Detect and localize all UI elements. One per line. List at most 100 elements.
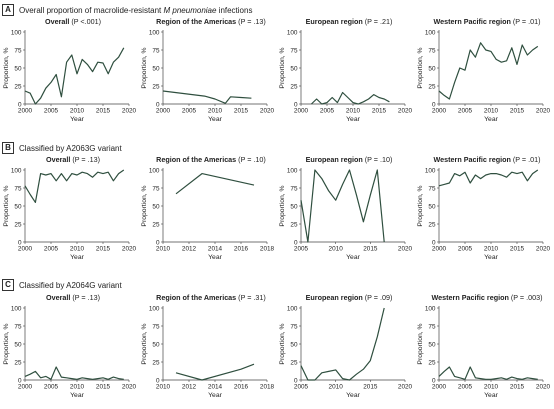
x-tick-label: 2018 xyxy=(260,384,275,391)
y-axis-label: Proportion, % xyxy=(417,47,424,88)
x-tick-label: 2005 xyxy=(44,384,59,391)
x-tick-label: 2015 xyxy=(510,246,525,253)
chart-panel: European region (P = .09) 0 25 50 75 100 2005 2… xyxy=(279,293,413,399)
y-tick-label: 50 xyxy=(152,341,160,348)
chart-panel: Western Pacific region (P = .003) 0 25 50 75… xyxy=(417,293,551,399)
series-line xyxy=(438,169,539,187)
y-tick-label: 75 xyxy=(152,47,160,54)
y-tick-label: 25 xyxy=(290,83,298,90)
panel-p-value: (P = .10) xyxy=(236,155,266,164)
x-tick-label: 2016 xyxy=(234,384,249,391)
x-tick-label: 2016 xyxy=(234,246,249,253)
x-axis-label: Year xyxy=(208,392,222,399)
series-line xyxy=(438,42,539,100)
chart-panel: Region of the Americas (P = .13) 0 25 50 75 1… xyxy=(141,17,275,123)
chart-panel: Overall (P = .13) 0 25 50 75 100 2000 2005 2010 2… xyxy=(3,155,137,261)
x-tick-label: 2015 xyxy=(96,246,111,253)
y-tick-label: 100 xyxy=(11,167,22,174)
panel-p-value: (P = .13) xyxy=(236,17,266,26)
panel-title-text: European region xyxy=(306,17,363,26)
y-axis-label: Proportion, % xyxy=(141,323,148,364)
y-tick-label: 0 xyxy=(294,239,298,246)
series-line xyxy=(175,173,255,195)
x-tick-label: 2000 xyxy=(432,108,447,115)
x-tick-label: 2014 xyxy=(208,246,223,253)
y-axis-label: Proportion, % xyxy=(279,185,286,226)
x-axis-label: Year xyxy=(346,254,360,261)
y-tick-label: 75 xyxy=(14,185,22,192)
panel-title-text: Region of the Americas xyxy=(156,293,236,302)
y-tick-label: 50 xyxy=(14,203,22,210)
panel-p-value: (P = .21) xyxy=(363,17,393,26)
y-axis-label: Proportion, % xyxy=(3,47,10,88)
x-tick-label: 2015 xyxy=(363,384,378,391)
section-title: Classified by A2064G variant xyxy=(19,280,122,290)
panel-p-value: (P = .003) xyxy=(509,293,543,302)
x-tick-label: 2010 xyxy=(70,384,85,391)
panel-title-text: Region of the Americas xyxy=(156,155,236,164)
y-tick-label: 75 xyxy=(290,185,298,192)
y-tick-label: 0 xyxy=(156,239,160,246)
y-tick-label: 50 xyxy=(14,65,22,72)
y-tick-label: 75 xyxy=(290,47,298,54)
x-tick-label: 2014 xyxy=(208,384,223,391)
section-title: Classified by A2063G variant xyxy=(19,143,122,153)
x-tick-label: 2005 xyxy=(182,108,197,115)
x-tick-label: 2010 xyxy=(484,384,499,391)
x-tick-label: 2005 xyxy=(458,246,473,253)
panel-title-text: Western Pacific region xyxy=(434,17,511,26)
y-tick-label: 25 xyxy=(152,83,160,90)
y-axis-label: Proportion, % xyxy=(417,323,424,364)
panel-title-text: Region of the Americas xyxy=(156,17,236,26)
series-line xyxy=(24,366,124,380)
y-tick-label: 25 xyxy=(14,83,22,90)
y-axis-label: Proportion, % xyxy=(279,47,286,88)
x-axis-label: Year xyxy=(70,392,84,399)
y-tick-label: 0 xyxy=(294,101,298,108)
x-tick-label: 2015 xyxy=(510,108,525,115)
panel-p-value: (P = .01) xyxy=(511,155,541,164)
x-tick-label: 2010 xyxy=(346,108,361,115)
x-tick-label: 2020 xyxy=(536,384,551,391)
x-tick-label: 2020 xyxy=(536,108,551,115)
y-tick-label: 100 xyxy=(149,305,160,312)
y-tick-label: 75 xyxy=(428,47,436,54)
y-tick-label: 75 xyxy=(152,185,160,192)
x-tick-label: 2000 xyxy=(18,384,33,391)
section-header-a: A Overall proportion of macrolide-resist… xyxy=(2,3,252,17)
series-line xyxy=(310,91,390,105)
chart-panel: European region (P = .21) 0 25 50 75 100 2000 2… xyxy=(279,17,413,123)
y-tick-label: 25 xyxy=(14,221,22,228)
section-header-b: B Classified by A2063G variant xyxy=(2,141,122,155)
y-tick-label: 25 xyxy=(152,359,160,366)
y-tick-label: 100 xyxy=(425,29,436,36)
y-tick-label: 25 xyxy=(290,359,298,366)
x-tick-label: 2020 xyxy=(122,246,137,253)
y-tick-label: 0 xyxy=(156,377,160,384)
series-line xyxy=(300,169,385,243)
panel-title-text: Western Pacific region xyxy=(432,293,509,302)
y-tick-label: 75 xyxy=(152,323,160,330)
series-line xyxy=(300,307,385,381)
x-tick-label: 2020 xyxy=(122,384,137,391)
chart-panel: Western Pacific region (P = .01) 0 25 50 75 1… xyxy=(417,155,551,261)
y-tick-label: 50 xyxy=(428,65,436,72)
x-tick-label: 2005 xyxy=(294,246,309,253)
panel-title: Overall (P = .13) xyxy=(46,155,100,164)
y-tick-label: 0 xyxy=(18,101,22,108)
panel-title-text: Western Pacific region xyxy=(434,155,511,164)
y-tick-label: 50 xyxy=(152,65,160,72)
x-tick-label: 2005 xyxy=(294,384,309,391)
y-tick-label: 25 xyxy=(428,359,436,366)
panel-title: Western Pacific region (P = .01) xyxy=(434,155,541,164)
y-tick-label: 0 xyxy=(18,377,22,384)
y-axis-label: Proportion, % xyxy=(141,47,148,88)
x-tick-label: 2012 xyxy=(182,246,197,253)
y-tick-label: 0 xyxy=(432,101,436,108)
x-tick-label: 2000 xyxy=(18,246,33,253)
y-tick-label: 0 xyxy=(18,239,22,246)
x-tick-label: 2010 xyxy=(484,108,499,115)
panel-title: Overall (P = .13) xyxy=(46,293,100,302)
y-tick-label: 75 xyxy=(428,323,436,330)
